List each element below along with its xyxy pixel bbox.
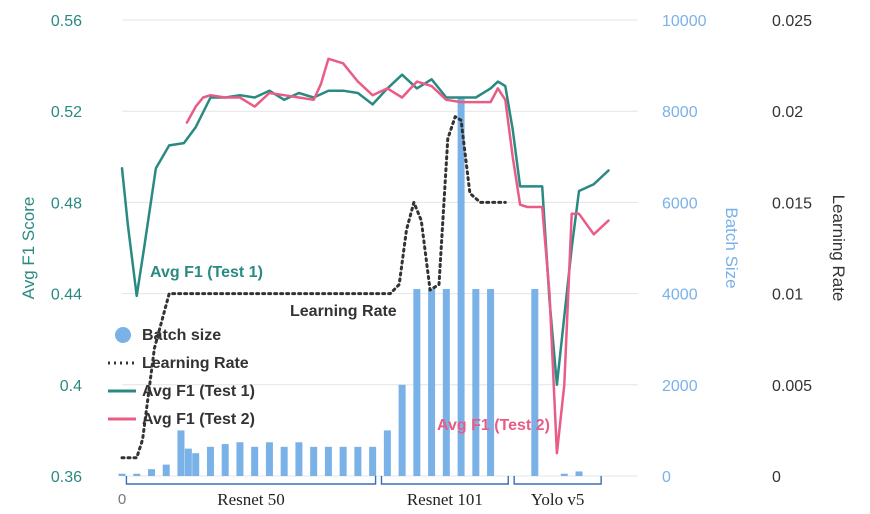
batch-size-bar (487, 289, 495, 476)
batch-size-bar (280, 446, 288, 476)
legend-label: Learning Rate (142, 355, 249, 372)
batch-size-bar (310, 446, 318, 476)
avg-f1-test1-line (120, 73, 610, 387)
batch-size-bar (472, 289, 480, 476)
batch-size-bar (133, 473, 141, 476)
mid-tick-label: 4000 (662, 287, 698, 304)
mid-tick-label: 0 (662, 469, 671, 486)
x-tick-label: 0 (118, 491, 126, 508)
batch-size-bar (383, 430, 391, 476)
left-axis-title: Avg F1 Score (19, 197, 38, 300)
left-tick-label: 0.44 (51, 287, 82, 304)
batch-size-bar (236, 442, 244, 476)
avg-f1-test2-line (185, 57, 610, 455)
batch-size-bar (457, 97, 465, 477)
batch-size-bar (147, 469, 155, 476)
batch-size-bar (575, 471, 583, 476)
batch-size-bar (251, 446, 259, 476)
right-tick-label: 0 (772, 469, 781, 486)
right-tick-label: 0.01 (772, 287, 803, 304)
right-axis-title: Learning Rate (829, 195, 848, 302)
batch-size-bar (428, 289, 436, 476)
mid-tick-label: 8000 (662, 104, 698, 121)
batch-size-bar (398, 384, 406, 476)
axes: 0.36 0 0 0.4 2000 0.005 0.44 4000 0.01 0.48 6000 0.… (19, 13, 848, 508)
batch-size-bar (265, 442, 273, 476)
left-tick-label: 0.48 (51, 195, 82, 212)
legend-label: Batch size (142, 327, 221, 344)
series-lines (120, 57, 610, 460)
batch-size-bar (221, 444, 229, 476)
batch-size-bar (118, 473, 126, 476)
batch-size-bar (162, 464, 170, 476)
left-tick-label: 0.52 (51, 104, 82, 121)
batch-size-bar (369, 446, 377, 476)
batch-size-bar (184, 448, 192, 476)
batch-size-bar (177, 430, 185, 476)
batch-size-bar (339, 446, 347, 476)
group-bracket (513, 476, 602, 485)
group-bracket (125, 476, 377, 485)
left-tick-label: 0.4 (60, 378, 82, 395)
group-label: Resnet 101 (407, 490, 483, 509)
right-tick-label: 0.005 (772, 378, 812, 395)
batch-size-bar (206, 446, 214, 476)
annotation-test2: Avg F1 (Test 2) (437, 417, 550, 434)
mid-axis-title: Batch Size (722, 207, 741, 288)
learning-rate-line (120, 115, 507, 460)
model-groups: Resnet 50 Resnet 101 Yolo v5 (125, 476, 602, 509)
batch-size-bar (295, 442, 303, 476)
left-tick-label: 0.56 (51, 13, 82, 30)
batch-size-bar (531, 289, 539, 476)
annotation-learning-rate: Learning Rate (290, 303, 397, 320)
mid-tick-label: 2000 (662, 378, 698, 395)
right-tick-label: 0.02 (772, 104, 803, 121)
right-tick-label: 0.015 (772, 195, 812, 212)
batch-size-bar (413, 289, 421, 476)
mid-tick-label: 6000 (662, 195, 698, 212)
group-label: Resnet 50 (217, 490, 285, 509)
group-bracket (380, 476, 509, 485)
mid-tick-label: 10000 (662, 13, 707, 30)
legend-label: Avg F1 (Test 2) (142, 411, 255, 428)
batch-size-bars (118, 97, 583, 477)
right-tick-label: 0.025 (772, 13, 812, 30)
group-label: Yolo v5 (531, 490, 585, 509)
legend-label: Avg F1 (Test 1) (142, 383, 255, 400)
batch-size-bar (442, 289, 450, 476)
annotation-test1: Avg F1 (Test 1) (150, 264, 263, 281)
left-tick-label: 0.36 (51, 469, 82, 486)
batch-size-bar (192, 453, 200, 476)
batch-size-bar (560, 473, 568, 476)
batch-size-bar (324, 446, 332, 476)
annotations: Avg F1 (Test 1) Learning Rate Avg F1 (Test… (150, 264, 550, 434)
legend: Batch size Learning Rate Avg F1 (Test 1) Av… (108, 327, 255, 428)
legend-dot-icon (115, 327, 131, 343)
batch-size-bar (354, 446, 362, 476)
